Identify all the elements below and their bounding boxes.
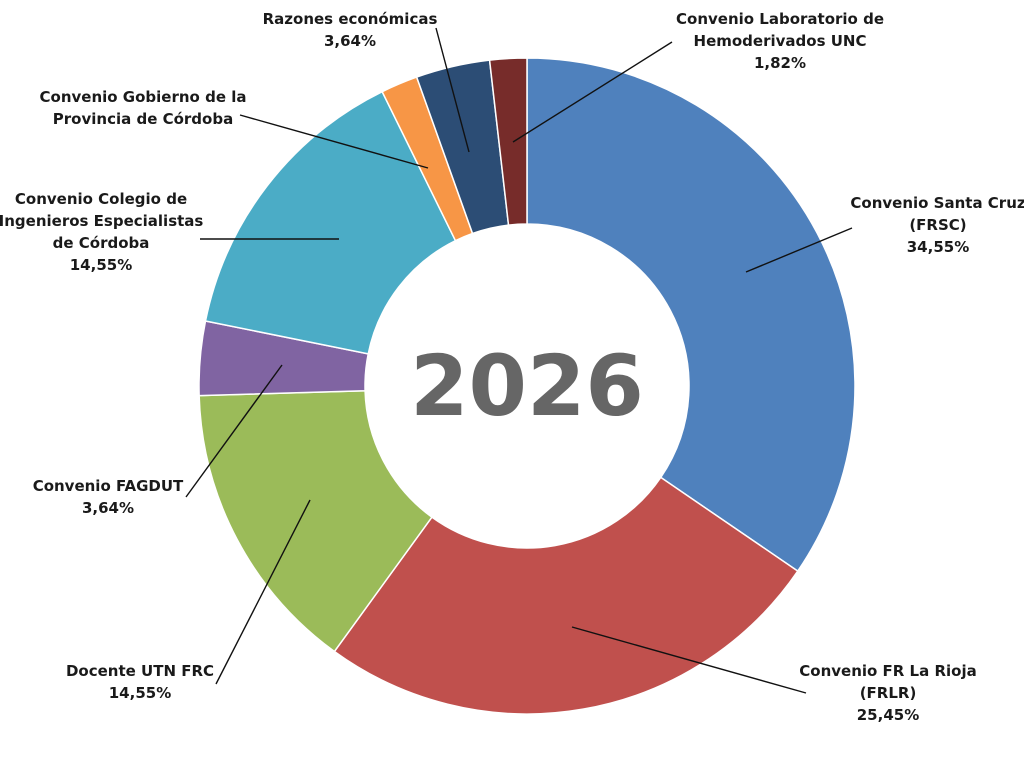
label-line: Convenio Santa Cruz [850,194,1024,212]
label-line: (FRSC) [909,216,966,234]
label-line: Convenio Laboratorio de [676,10,884,28]
label-line: Convenio Colegio de [15,190,187,208]
label-line: Ingenieros Especialistas [0,212,203,230]
leader-line-razones-economicas [435,27,470,153]
label-line: Provincia de Córdoba [53,110,233,128]
donut-hole [365,224,689,548]
donut-slices [198,57,856,715]
label-line: de Córdoba [53,234,150,252]
label-line: 1,82% [754,54,806,72]
leader-line-santa-cruz [745,227,853,273]
leader-line-gobierno-cordoba [239,114,429,169]
leader-line-la-rioja [571,626,807,694]
label-line: 25,45% [857,706,919,724]
center-year-label: 2026 [410,337,644,435]
label-razones-economicas: Razones económicas 3,64% [263,10,438,50]
label-line: Convenio FR La Rioja [799,662,976,680]
leader-line-fagdut [185,364,283,498]
label-la-rioja: Convenio FR La Rioja (FRLR) 25,45% [799,662,976,724]
label-line: 3,64% [82,499,134,517]
label-line: Docente UTN FRC [66,662,214,680]
label-colegio-ingenieros: Convenio Colegio de Ingenieros Especialis… [0,190,203,274]
label-santa-cruz: Convenio Santa Cruz (FRSC) 34,55% [850,194,1024,256]
label-line: Hemoderivados UNC [694,32,867,50]
leader-lines [185,27,853,694]
label-fagdut: Convenio FAGDUT 3,64% [33,477,184,517]
label-line: 34,55% [907,238,969,256]
label-line: Convenio Gobierno de la [40,88,247,106]
slice-labels: Convenio Santa Cruz (FRSC) 34,55%Convenio … [0,10,1024,724]
slice-la-rioja [333,476,799,715]
label-line: Razones económicas [263,10,438,28]
label-line: Convenio FAGDUT [33,477,184,495]
leader-line-hemoderivados [512,41,673,143]
label-hemoderivados: Convenio Laboratorio de Hemoderivados UNC… [676,10,884,72]
label-line: 3,64% [324,32,376,50]
label-line: (FRLR) [860,684,917,702]
label-line: 14,55% [70,256,132,274]
label-docente-utn: Docente UTN FRC 14,55% [66,662,214,702]
label-gobierno-cordoba: Convenio Gobierno de la Provincia de Córd… [40,88,247,128]
label-line: 14,55% [109,684,171,702]
leader-line-docente-utn [215,499,311,685]
